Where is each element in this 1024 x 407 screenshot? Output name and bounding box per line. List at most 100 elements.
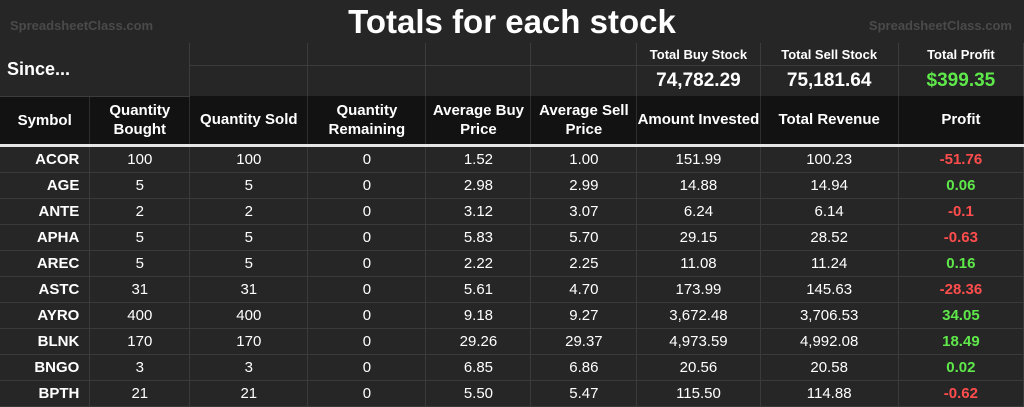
quantity-remaining-cell[interactable]: 0 xyxy=(307,276,427,303)
total-revenue-cell[interactable]: 20.58 xyxy=(760,354,899,381)
total-revenue-cell[interactable]: 145.63 xyxy=(760,276,899,303)
amount-invested-cell[interactable]: 29.15 xyxy=(636,224,761,251)
quantity-remaining-cell[interactable]: 0 xyxy=(307,224,427,251)
quantity-remaining-cell[interactable]: 0 xyxy=(307,354,427,381)
quantity-bought-cell[interactable]: 170 xyxy=(89,328,191,355)
empty-cell[interactable] xyxy=(530,65,638,96)
since-label[interactable]: Since... xyxy=(0,43,191,97)
quantity-remaining-cell[interactable]: 0 xyxy=(307,198,427,225)
avg-buy-price-cell[interactable]: 5.50 xyxy=(425,380,532,407)
avg-buy-price-cell[interactable]: 2.98 xyxy=(425,172,532,199)
total-buy-stock-label[interactable]: Total Buy Stock xyxy=(636,43,761,66)
total-sell-stock-value[interactable]: 75,181.64 xyxy=(760,65,899,96)
amount-invested-cell[interactable]: 151.99 xyxy=(636,146,761,173)
avg-sell-price-cell[interactable]: 2.99 xyxy=(530,172,638,199)
quantity-bought-cell[interactable]: 3 xyxy=(89,354,191,381)
total-profit-label[interactable]: Total Profit xyxy=(898,43,1024,66)
profit-cell[interactable]: 0.16 xyxy=(898,250,1024,277)
profit-cell[interactable]: -51.76 xyxy=(898,146,1024,173)
header-average-sell-price[interactable]: Average Sell Price xyxy=(530,96,638,144)
avg-sell-price-cell[interactable]: 29.37 xyxy=(530,328,638,355)
total-revenue-cell[interactable]: 114.88 xyxy=(760,380,899,407)
avg-sell-price-cell[interactable]: 4.70 xyxy=(530,276,638,303)
avg-buy-price-cell[interactable]: 6.85 xyxy=(425,354,532,381)
empty-cell[interactable] xyxy=(530,43,638,66)
quantity-sold-cell[interactable]: 5 xyxy=(189,250,309,277)
symbol-cell[interactable]: ASTC xyxy=(0,276,91,303)
amount-invested-cell[interactable]: 3,672.48 xyxy=(636,302,761,329)
profit-cell[interactable]: -0.1 xyxy=(898,198,1024,225)
total-buy-stock-value[interactable]: 74,782.29 xyxy=(636,65,761,96)
avg-sell-price-cell[interactable]: 2.25 xyxy=(530,250,638,277)
quantity-remaining-cell[interactable]: 0 xyxy=(307,250,427,277)
total-revenue-cell[interactable]: 4,992.08 xyxy=(760,328,899,355)
quantity-bought-cell[interactable]: 400 xyxy=(89,302,191,329)
avg-buy-price-cell[interactable]: 9.18 xyxy=(425,302,532,329)
quantity-bought-cell[interactable]: 31 xyxy=(89,276,191,303)
profit-cell[interactable]: -0.62 xyxy=(898,380,1024,407)
header-amount-invested[interactable]: Amount Invested xyxy=(636,96,761,144)
avg-sell-price-cell[interactable]: 6.86 xyxy=(530,354,638,381)
quantity-sold-cell[interactable]: 400 xyxy=(189,302,309,329)
avg-buy-price-cell[interactable]: 1.52 xyxy=(425,146,532,173)
profit-cell[interactable]: 0.02 xyxy=(898,354,1024,381)
header-total-revenue[interactable]: Total Revenue xyxy=(760,96,899,144)
amount-invested-cell[interactable]: 11.08 xyxy=(636,250,761,277)
avg-sell-price-cell[interactable]: 3.07 xyxy=(530,198,638,225)
header-quantity-sold[interactable]: Quantity Sold xyxy=(189,96,309,144)
total-revenue-cell[interactable]: 28.52 xyxy=(760,224,899,251)
header-profit[interactable]: Profit xyxy=(898,96,1024,144)
quantity-remaining-cell[interactable]: 0 xyxy=(307,172,427,199)
symbol-cell[interactable]: BLNK xyxy=(0,328,91,355)
amount-invested-cell[interactable]: 6.24 xyxy=(636,198,761,225)
quantity-sold-cell[interactable]: 100 xyxy=(189,146,309,173)
avg-buy-price-cell[interactable]: 3.12 xyxy=(425,198,532,225)
quantity-sold-cell[interactable]: 31 xyxy=(189,276,309,303)
empty-cell[interactable] xyxy=(189,43,309,66)
symbol-cell[interactable]: APHA xyxy=(0,224,91,251)
quantity-remaining-cell[interactable]: 0 xyxy=(307,146,427,173)
total-revenue-cell[interactable]: 11.24 xyxy=(760,250,899,277)
empty-cell[interactable] xyxy=(189,65,309,96)
symbol-cell[interactable]: BPTH xyxy=(0,380,91,407)
empty-cell[interactable] xyxy=(425,65,532,96)
quantity-remaining-cell[interactable]: 0 xyxy=(307,380,427,407)
amount-invested-cell[interactable]: 14.88 xyxy=(636,172,761,199)
avg-sell-price-cell[interactable]: 5.47 xyxy=(530,380,638,407)
symbol-cell[interactable]: ANTE xyxy=(0,198,91,225)
amount-invested-cell[interactable]: 115.50 xyxy=(636,380,761,407)
symbol-cell[interactable]: AGE xyxy=(0,172,91,199)
avg-buy-price-cell[interactable]: 5.83 xyxy=(425,224,532,251)
header-average-buy-price[interactable]: Average Buy Price xyxy=(425,96,532,144)
profit-cell[interactable]: 0.06 xyxy=(898,172,1024,199)
total-revenue-cell[interactable]: 100.23 xyxy=(760,146,899,173)
total-revenue-cell[interactable]: 14.94 xyxy=(760,172,899,199)
empty-cell[interactable] xyxy=(307,43,427,66)
empty-cell[interactable] xyxy=(307,65,427,96)
header-symbol[interactable]: Symbol xyxy=(0,96,91,144)
profit-cell[interactable]: 18.49 xyxy=(898,328,1024,355)
symbol-cell[interactable]: AYRO xyxy=(0,302,91,329)
symbol-cell[interactable]: AREC xyxy=(0,250,91,277)
profit-cell[interactable]: 34.05 xyxy=(898,302,1024,329)
amount-invested-cell[interactable]: 173.99 xyxy=(636,276,761,303)
quantity-bought-cell[interactable]: 5 xyxy=(89,250,191,277)
quantity-sold-cell[interactable]: 3 xyxy=(189,354,309,381)
quantity-sold-cell[interactable]: 5 xyxy=(189,172,309,199)
avg-buy-price-cell[interactable]: 29.26 xyxy=(425,328,532,355)
profit-cell[interactable]: -0.63 xyxy=(898,224,1024,251)
amount-invested-cell[interactable]: 4,973.59 xyxy=(636,328,761,355)
avg-buy-price-cell[interactable]: 5.61 xyxy=(425,276,532,303)
total-revenue-cell[interactable]: 6.14 xyxy=(760,198,899,225)
empty-cell[interactable] xyxy=(425,43,532,66)
header-quantity-bought[interactable]: Quantity Bought xyxy=(89,96,191,144)
quantity-sold-cell[interactable]: 21 xyxy=(189,380,309,407)
total-profit-value[interactable]: $399.35 xyxy=(898,65,1024,96)
quantity-bought-cell[interactable]: 100 xyxy=(89,146,191,173)
total-sell-stock-label[interactable]: Total Sell Stock xyxy=(760,43,899,66)
symbol-cell[interactable]: BNGO xyxy=(0,354,91,381)
quantity-bought-cell[interactable]: 2 xyxy=(89,198,191,225)
avg-sell-price-cell[interactable]: 1.00 xyxy=(530,146,638,173)
quantity-remaining-cell[interactable]: 0 xyxy=(307,328,427,355)
avg-sell-price-cell[interactable]: 9.27 xyxy=(530,302,638,329)
